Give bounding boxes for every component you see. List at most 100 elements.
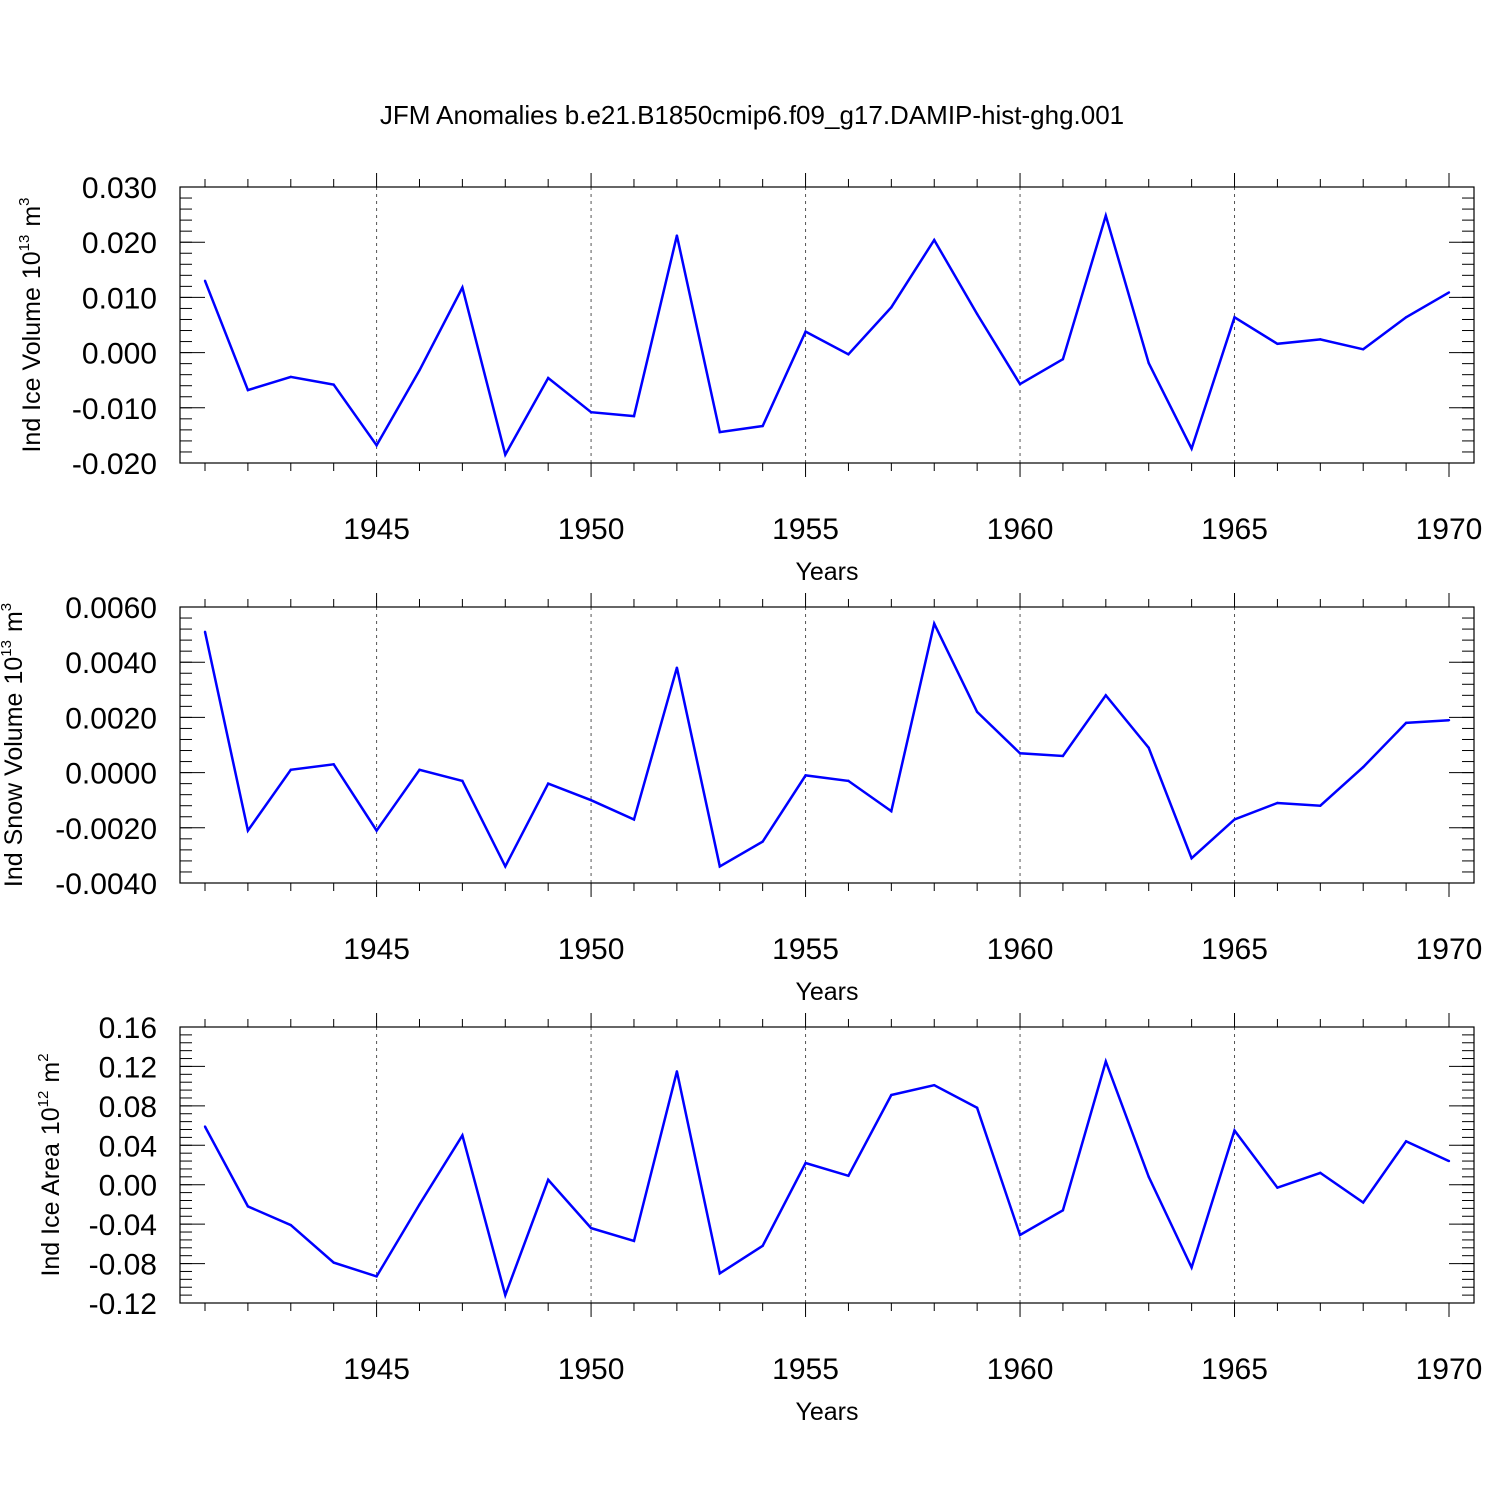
data-point-1943 [289,375,292,379]
data-point-1956 [847,1174,850,1178]
series-line-ice-area [203,1057,1450,1300]
data-point-1957 [890,810,893,813]
data-point-1949 [546,376,550,380]
data-point-1969 [1404,1140,1408,1143]
x-tick-label: 1965 [1201,1353,1268,1386]
data-point-1970 [1447,718,1451,722]
data-point-1949 [546,1178,550,1181]
data-point-1952 [675,234,679,237]
y-tick-label: -0.020 [72,448,157,481]
data-point-1968 [1362,348,1365,351]
data-point-1951 [632,818,636,821]
data-point-1965 [1233,1129,1236,1132]
data-point-1947 [461,779,464,783]
data-point-1963 [1147,746,1150,749]
data-point-1970 [1447,291,1451,294]
data-point-1964 [1190,856,1193,860]
x-axis-title: Years [795,558,858,586]
data-point-1942 [246,388,250,392]
data-point-1951 [632,414,636,418]
x-tick-label: 1950 [558,933,625,966]
y-axis-title-unit-exp: 13 [0,640,15,657]
data-point-1942 [246,1205,250,1208]
data-point-1951 [632,1239,636,1243]
x-tick-label: 1965 [1201,513,1268,546]
data-point-1949 [546,782,550,785]
x-tick-label: 1950 [558,1353,625,1386]
data-point-1958 [933,622,936,625]
data-point-1941 [203,630,207,634]
data-point-1955 [804,330,807,333]
panel-ice-volume: 0.030 0.020 0.010 0.000 -0.010 -0.020 1945 1950… [16,172,1482,586]
data-point-1966 [1276,801,1279,805]
data-point-1966 [1276,342,1279,345]
x-tick-label: 1960 [987,1353,1054,1386]
x-tick-label: 1970 [1416,1353,1483,1386]
y-axis-title-unit-symbol-exp: 3 [16,197,33,205]
x-tick-label: 1955 [772,1353,839,1386]
series-line-ice-volume [203,211,1450,459]
x-tick-label: 1970 [1416,933,1483,966]
data-point-1947 [461,1134,464,1137]
y-axis-title-unit-symbol-exp: 2 [35,1053,52,1061]
plot-frame [179,1026,1475,1304]
data-point-1946 [418,369,421,372]
y-axis-title: Ind Ice Volume 1013 m3 [16,197,46,452]
data-point-1948 [504,865,507,868]
data-point-1946 [418,768,421,772]
data-point-1969 [1404,721,1408,725]
panel-snow-volume: 0.0060 0.0040 0.0020 0.0000 -0.0020 -0.0040 19… [0,592,1482,1006]
x-tick-label: 1945 [343,933,410,966]
data-point-1944 [332,763,335,766]
y-axis-title-label: Ind Ice Area [37,1143,65,1277]
data-point-1961 [1061,358,1065,361]
y-axis-title-unit-symbol-exp: 3 [0,603,15,611]
panels: 0.030 0.020 0.010 0.000 -0.010 -0.020 1945 1950… [0,172,1482,1426]
y-tick-label: 0.16 [99,1012,157,1045]
data-point-1943 [289,768,292,772]
data-point-1944 [332,383,335,386]
data-point-1955 [804,1161,807,1165]
y-tick-label: 0.030 [82,172,157,205]
data-point-1952 [675,666,679,669]
data-point-1953 [718,1272,721,1275]
data-point-1960 [1018,1233,1022,1237]
data-point-1941 [203,1125,207,1128]
y-tick-label: 0.04 [99,1130,157,1163]
data-point-1959 [975,312,979,316]
y-axis-title-unit-symbol: m [37,1062,65,1083]
data-point-1962 [1104,1060,1108,1063]
data-point-1957 [890,1093,893,1097]
data-point-1952 [675,1070,679,1073]
data-point-1956 [847,779,850,783]
data-point-1948 [504,453,507,456]
data-point-1945 [375,1275,378,1278]
data-point-1954 [761,840,764,843]
data-point-1954 [761,1244,764,1248]
y-tick-label: 0.08 [99,1091,157,1124]
data-point-1965 [1233,818,1236,821]
x-axis-title: Years [795,978,858,1006]
x-tick-label: 1960 [987,933,1054,966]
data-point-1957 [890,306,893,309]
y-axis-title: Ind Ice Area 1012 m2 [35,1053,65,1276]
plot-frame [179,606,1475,884]
data-point-1962 [1104,214,1108,217]
x-tick-label: 1960 [987,513,1054,546]
y-tick-label: 0.0020 [65,702,157,735]
figure-title: JFM Anomalies b.e21.B1850cmip6.f09_g17.D… [380,100,1124,130]
data-point-1953 [718,430,721,434]
x-tick-label: 1945 [343,513,410,546]
y-axis-title: Ind Snow Volume 1013 m3 [0,603,28,887]
y-axis-title-unit-symbol: m [18,206,46,227]
data-point-1950 [589,411,593,414]
x-axis-title: Years [795,1398,858,1426]
y-axis-title-unit-base: 10 [18,251,46,279]
y-tick-label: -0.08 [89,1249,157,1282]
y-tick-label: -0.0020 [55,813,157,846]
y-axis-title-unit-base: 10 [0,657,28,685]
x-tick-label: 1950 [558,513,625,546]
data-point-1961 [1061,754,1065,758]
data-point-1955 [804,774,807,777]
data-point-1970 [1447,1159,1451,1163]
